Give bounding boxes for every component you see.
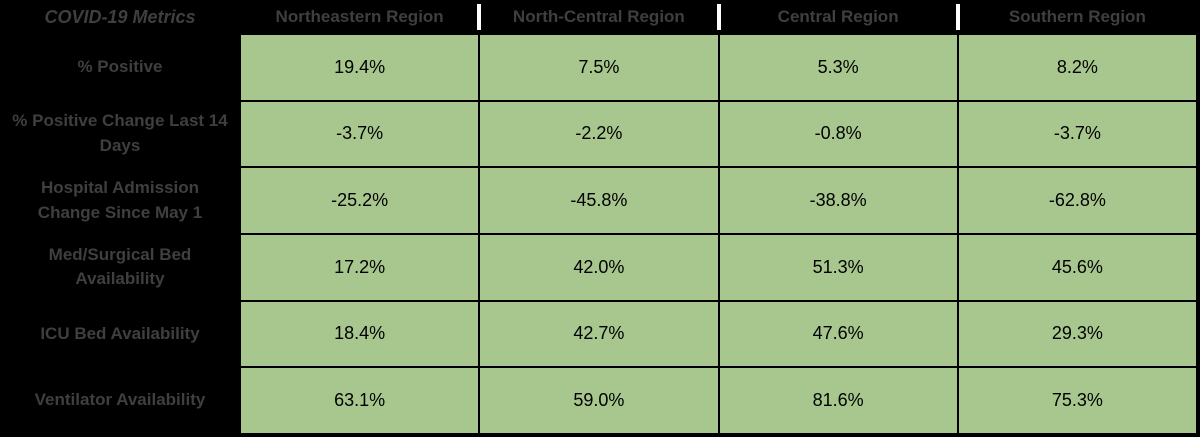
table-cell: 5.3%	[718, 34, 958, 101]
table-cell: 42.0%	[479, 233, 719, 301]
column-header-label: Central Region	[777, 7, 899, 26]
table-cell: 45.6%	[957, 233, 1197, 301]
table-cell: -38.8%	[718, 167, 958, 234]
column-header-central-region: Central Region	[716, 0, 958, 34]
table-cell: 47.6%	[718, 300, 958, 368]
table-cell: 29.3%	[957, 300, 1197, 368]
table-cell: 7.5%	[479, 34, 719, 101]
column-header-northeastern-region: Northeastern Region	[240, 0, 480, 34]
row-label-ventilator-availability: Ventilator Availability	[0, 367, 240, 434]
table-cell: -2.2%	[479, 100, 719, 168]
row-label-hospital-admission-change: Hospital Admission Change Since May 1	[0, 167, 240, 234]
table-cell: 51.3%	[718, 233, 958, 301]
table-cell: -62.8%	[957, 167, 1197, 234]
table-cell: 63.1%	[240, 367, 480, 434]
table-cell: 59.0%	[479, 367, 719, 434]
table-title: COVID-19 Metrics	[0, 0, 240, 34]
column-header-southern-region: Southern Region	[955, 0, 1197, 34]
header-divider	[716, 4, 721, 30]
row-label-icu-bed-availability: ICU Bed Availability	[0, 300, 240, 368]
row-label-med-surgical-bed-availability: Med/Surgical Bed Availability	[0, 233, 240, 301]
table-cell: -25.2%	[240, 167, 480, 234]
table-cell: -3.7%	[957, 100, 1197, 168]
column-header-north-central-region: North-Central Region	[477, 0, 719, 34]
table-cell: -3.7%	[240, 100, 480, 168]
table-cell: 75.3%	[957, 367, 1197, 434]
table-cell: 8.2%	[957, 34, 1197, 101]
row-label-percent-positive-change: % Positive Change Last 14 Days	[0, 100, 240, 168]
table-cell: 18.4%	[240, 300, 480, 368]
header-divider	[477, 4, 482, 30]
column-header-label: Southern Region	[1008, 7, 1146, 26]
header-divider	[955, 4, 960, 30]
table-cell: 42.7%	[479, 300, 719, 368]
row-label-percent-positive: % Positive	[0, 34, 240, 101]
table-cell: 17.2%	[240, 233, 480, 301]
table-cell: 81.6%	[718, 367, 958, 434]
column-header-label: North-Central Region	[512, 7, 685, 26]
table-cell: 19.4%	[240, 34, 480, 101]
table-cell: -45.8%	[479, 167, 719, 234]
table-cell: -0.8%	[718, 100, 958, 168]
column-header-label: Northeastern Region	[275, 7, 444, 26]
